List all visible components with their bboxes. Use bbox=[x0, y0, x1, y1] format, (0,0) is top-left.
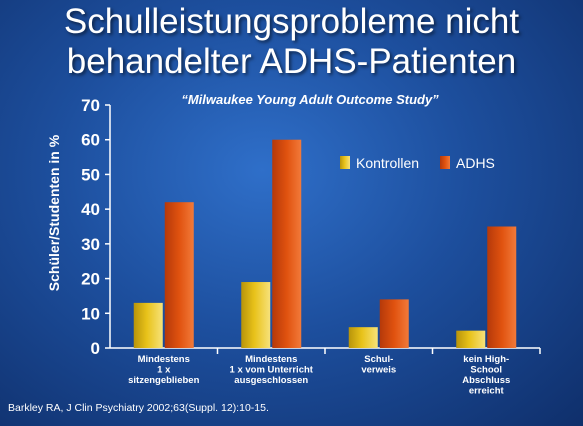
chart-subtitle: “Milwaukee Young Adult Outcome Study” bbox=[181, 92, 439, 107]
x-category-label: Schul-verweis bbox=[361, 354, 396, 376]
legend-label: ADHS bbox=[456, 155, 495, 171]
title-line-2: behandelter ADHS-Patienten bbox=[66, 42, 517, 81]
citation: Barkley RA, J Clin Psychiatry 2002;63(Su… bbox=[8, 402, 269, 414]
y-tick-label: 0 bbox=[91, 339, 100, 358]
legend-swatch-kontrollen bbox=[340, 156, 350, 169]
legend-label: Kontrollen bbox=[356, 155, 419, 171]
y-tick-label: 50 bbox=[81, 165, 100, 184]
bar-adhs bbox=[272, 139, 302, 348]
x-category-label: kein High-School Abschluss erreicht bbox=[462, 354, 510, 397]
bar-kontrollen bbox=[348, 327, 378, 348]
bar-kontrollen bbox=[133, 302, 163, 348]
legend-swatch-adhs bbox=[440, 156, 450, 169]
y-tick-label: 60 bbox=[81, 131, 100, 150]
title-line-1: Schulleistungsprobleme nicht bbox=[63, 2, 520, 41]
y-tick-label: 20 bbox=[81, 270, 100, 289]
x-category-label: Mindestens 1 x sitzengeblieben bbox=[128, 354, 199, 386]
y-tick-label: 10 bbox=[81, 304, 100, 323]
y-tick-label: 30 bbox=[81, 235, 100, 254]
y-tick-label: 70 bbox=[81, 96, 100, 115]
bar-adhs bbox=[487, 226, 517, 348]
bar-kontrollen bbox=[456, 330, 486, 348]
bar-adhs bbox=[164, 202, 194, 348]
x-category-label: Mindestens 1 x vom Unterricht ausgeschloss… bbox=[230, 354, 314, 386]
slide-title: Schulleistungsprobleme nicht behandelter… bbox=[0, 2, 583, 82]
bar-kontrollen bbox=[241, 282, 271, 348]
y-tick-label: 40 bbox=[81, 200, 100, 219]
bar-adhs bbox=[379, 299, 409, 348]
